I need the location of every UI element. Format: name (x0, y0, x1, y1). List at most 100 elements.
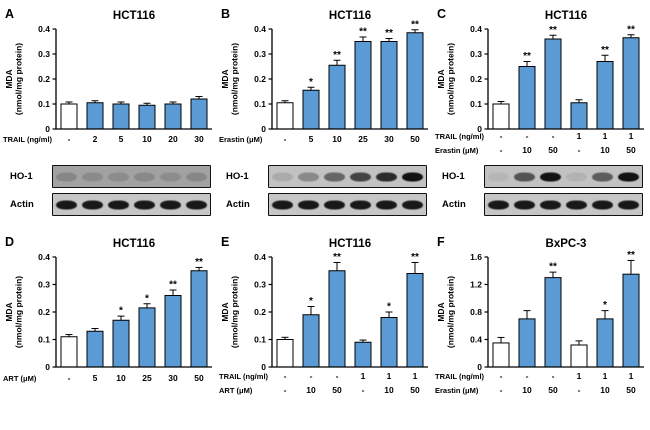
x-tick-label: - (552, 371, 555, 381)
chart-A: A HCT116 MDA(nmol/mg protein) 0 0.1 0.2 0.3 0.4… (3, 7, 212, 144)
protein-band (271, 172, 293, 181)
significance-marker: ** (411, 252, 419, 263)
y-axis-label: MDA(nmol/mg protein) (220, 43, 240, 115)
chart-B: B HCT116 MDA(nmol/mg protein) 0 0.1 0.2 0.3 0.4… (219, 7, 428, 144)
axes (55, 257, 212, 368)
x-axis-row-label: ART (μM) (219, 386, 253, 395)
y-axis-label: MDA(nmol/mg protein) (436, 43, 456, 115)
x-tick-label: 25 (142, 373, 152, 383)
chart-title: HCT116 (329, 10, 371, 22)
bar (86, 330, 104, 368)
bar (276, 339, 294, 368)
protein-band (539, 172, 561, 181)
x-tick-label: - (526, 131, 529, 141)
protein-band (402, 200, 424, 209)
x-tick-label: - (578, 385, 581, 395)
bar (302, 89, 320, 130)
significance-marker: ** (549, 262, 557, 273)
protein-band (81, 172, 103, 181)
protein-band (55, 200, 77, 209)
blot-image (52, 193, 211, 216)
y-tick-label: 0.3 (254, 280, 266, 290)
panel-B: B HCT116 MDA(nmol/mg protein) 0 0.1 0.2 0.3 0.4… (218, 5, 434, 221)
significance-marker: ** (385, 28, 393, 39)
x-tick-label: 50 (626, 385, 636, 395)
blot-image (268, 165, 427, 188)
protein-band (487, 200, 509, 209)
protein-band (134, 200, 156, 209)
chart-D: D HCT116 MDA(nmol/mg protein) 0 0.1 0.2 0.3 0.4… (3, 235, 212, 383)
x-tick-label: 50 (626, 145, 636, 155)
bar (622, 37, 640, 130)
protein-band (487, 172, 509, 181)
bar (328, 270, 346, 368)
panel-letter: A (5, 7, 14, 21)
panel-letter: B (221, 7, 230, 21)
bar (190, 98, 208, 130)
x-tick-label: 1 (577, 371, 582, 381)
axes (271, 257, 428, 368)
y-tick-label: 0.1 (38, 99, 50, 109)
y-tick-label: 0.8 (470, 307, 482, 317)
protein-band (350, 172, 372, 181)
protein-band (592, 200, 614, 209)
bar (138, 307, 156, 368)
chart-F: F BxPC-3 MDA(nmol/mg protein) 0 0.4 0.8 1.2 1.6… (435, 235, 644, 395)
protein-band (350, 200, 372, 209)
x-axis-row-label: Erastin (μM) (219, 135, 263, 144)
x-axis-row-label: Erastin (μM) (435, 146, 479, 155)
x-tick-label: 1 (413, 371, 418, 381)
x-tick-label: 50 (548, 385, 558, 395)
x-tick-label: - (500, 371, 503, 381)
blot-label: Actin (442, 199, 466, 210)
y-axis-label: MDA(nmol/mg protein) (436, 276, 456, 348)
protein-band (107, 200, 129, 209)
y-tick-label: 0.4 (254, 252, 266, 262)
bar (60, 336, 78, 368)
x-tick-label: 2 (93, 134, 98, 144)
blot-section-B: HO-1 Actin (218, 165, 434, 216)
y-tick-label: 0.4 (254, 24, 266, 34)
protein-band (376, 200, 398, 209)
blot-label: HO-1 (10, 171, 33, 182)
panel-D: D HCT116 MDA(nmol/mg protein) 0 0.1 0.2 0.3 0.4… (2, 233, 218, 405)
significance-marker: ** (411, 19, 419, 30)
protein-band (323, 200, 345, 209)
protein-band (323, 172, 345, 181)
bar (328, 64, 346, 130)
y-tick-label: 0.4 (470, 24, 482, 34)
protein-band (539, 200, 561, 209)
blot-image (484, 165, 643, 188)
bar (354, 41, 372, 130)
x-tick-label: - (552, 131, 555, 141)
x-axis-row-label: ART (μM) (3, 374, 37, 383)
bar (492, 342, 510, 368)
significance-marker: ** (627, 250, 635, 261)
panel-letter: F (437, 235, 445, 249)
x-tick-label: 1 (603, 131, 608, 141)
bar (164, 103, 182, 130)
protein-band (271, 200, 293, 209)
protein-band (618, 172, 640, 181)
bar (86, 102, 104, 130)
bar (276, 102, 294, 130)
x-tick-label: 10 (522, 145, 532, 155)
x-tick-label: - (500, 131, 503, 141)
x-tick-label: 50 (194, 373, 204, 383)
y-tick-label: 0.1 (254, 99, 266, 109)
protein-band (186, 172, 208, 181)
x-tick-label: - (284, 385, 287, 395)
bar (544, 277, 562, 368)
bar (570, 344, 588, 368)
bar (544, 38, 562, 130)
significance-marker: * (309, 77, 313, 88)
y-tick-label: 0 (261, 124, 266, 134)
x-tick-label: 1 (361, 371, 366, 381)
x-tick-label: 5 (119, 134, 124, 144)
protein-band (186, 200, 208, 209)
blot-row: HO-1 (218, 165, 434, 188)
panel-E: E HCT116 MDA(nmol/mg protein) 0 0.1 0.2 0.3 0.4… (218, 233, 434, 405)
x-tick-label: 30 (384, 134, 394, 144)
panel-letter: E (221, 235, 229, 249)
significance-marker: * (119, 306, 123, 317)
